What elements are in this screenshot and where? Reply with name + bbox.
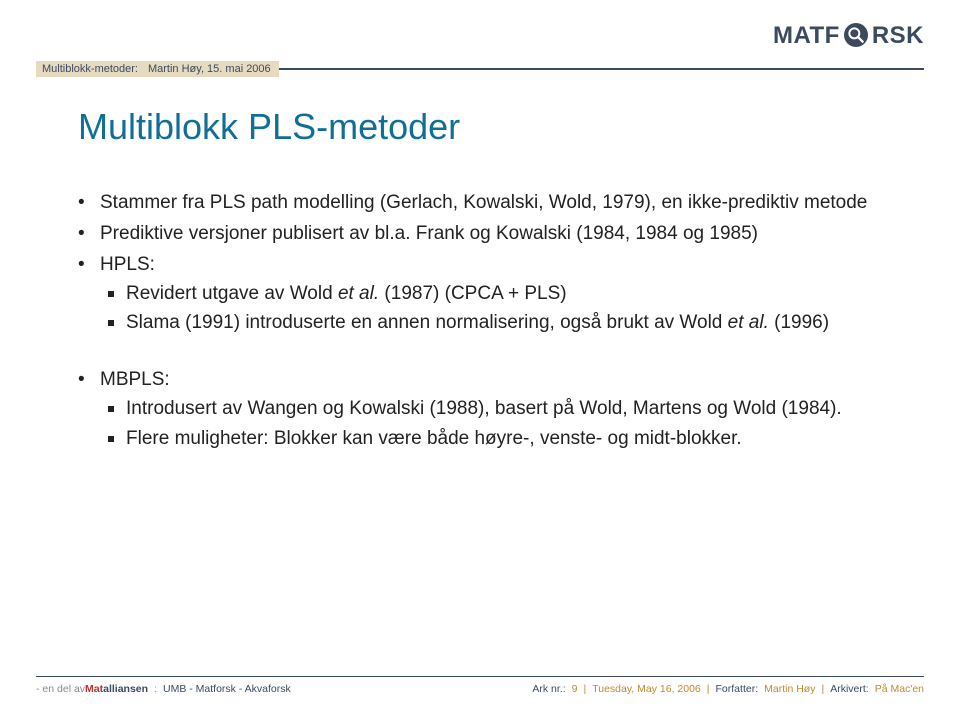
list-item: Prediktive versjoner publisert av bl.a. … [78,221,882,246]
footer-left: - en del av Mat alliansen : UMB - Matfor… [36,683,291,695]
bullet-group-2: MBPLS:Introdusert av Wangen og Kowalski … [78,367,882,450]
footer-author-label: Forfatter: [716,683,759,695]
footer-dim: - en del av [36,683,85,695]
list-subitem: Introdusert av Wangen og Kowalski (1988)… [104,396,882,421]
footer: - en del av Mat alliansen : UMB - Matfor… [36,676,924,696]
list-item: Stammer fra PLS path modelling (Gerlach,… [78,190,882,215]
breadcrumb-left: Multiblokk-metoder: [42,63,138,75]
body: Stammer fra PLS path modelling (Gerlach,… [78,190,882,457]
list-subitem: Revidert utgave av Wold et al. (1987) (C… [104,281,882,306]
list-subitem: Flere muligheter: Blokker kan være både … [104,426,882,451]
footer-archive-label: Arkivert: [830,683,869,695]
footer-rest: UMB - Matforsk - Akvaforsk [163,683,291,695]
list-subitem: Slama (1991) introduserte en annen norma… [104,310,882,335]
footer-author: Martin Høy [764,683,815,695]
footer-colon: : [154,683,157,695]
footer-date: Tuesday, May 16, 2006 [592,683,701,695]
bullet-group-1: Stammer fra PLS path modelling (Gerlach,… [78,190,882,335]
list-item: MBPLS:Introdusert av Wangen og Kowalski … [78,367,882,450]
footer-brand-mat: Mat [85,683,103,695]
list-item: HPLS:Revidert utgave av Wold et al. (198… [78,252,882,335]
footer-right: Ark nr.: 9 | Tuesday, May 16, 2006 | For… [532,683,924,695]
breadcrumb: Multiblokk-metoder: Martin Høy, 15. mai … [36,61,279,77]
page-title: Multiblokk PLS-metoder [78,106,460,148]
footer-line [36,676,924,678]
footer-ark-label: Ark nr.: [532,683,565,695]
topbar: Multiblokk-metoder: Martin Høy, 15. mai … [36,36,924,80]
footer-archive: På Mac'en [875,683,924,695]
breadcrumb-right: Martin Høy, 15. mai 2006 [148,63,271,75]
footer-ark-no: 9 [572,683,578,695]
footer-brand-allian: alliansen [103,683,148,695]
